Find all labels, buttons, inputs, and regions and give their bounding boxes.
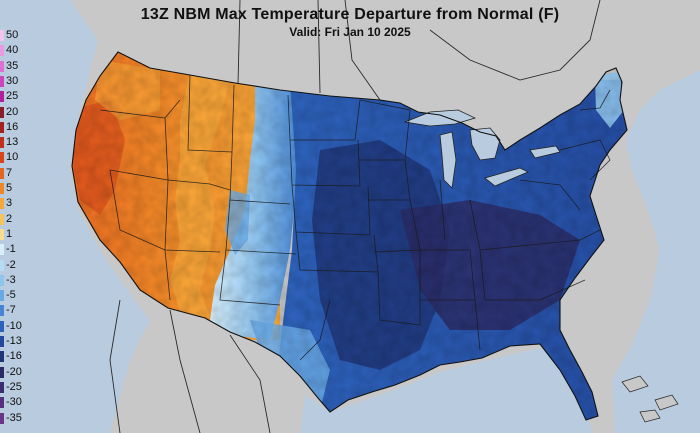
legend-label: 16 [6,120,19,133]
legend-label: 1 [6,227,13,240]
legend-label: 40 [6,44,19,57]
lake-huron [469,127,501,161]
legend-entry: -3 [0,273,34,286]
atlantic-ocean [560,0,700,433]
legend-entry: -7 [0,304,34,317]
legend-label: -2 [6,258,16,271]
legend-entry: -16 [0,350,34,363]
legend-swatch [0,320,4,332]
legend-swatch [0,244,4,256]
legend-swatch [0,121,4,133]
legend-entry: -20 [0,365,34,378]
lake-michigan [439,131,457,189]
bahamas-islands [621,375,679,423]
legend-swatch [0,30,4,41]
legend-label: -20 [6,365,22,378]
legend-label: 20 [6,105,19,118]
legend-label: -16 [6,350,22,363]
legend-label: 3 [6,197,13,210]
legend-entry: -30 [0,396,34,409]
color-legend: 50 40 35 30 25 20 16 13 10 7 5 3 2 1 -1 -2 -3 -5 -7 -10 -13 -… [0,29,34,433]
us-outline [71,51,628,421]
legend-entry: 7 [0,166,34,179]
legend-label: 7 [6,166,13,179]
legend-label: 50 [6,29,19,41]
legend-swatch [0,259,4,271]
legend-swatch [0,397,4,409]
legend-swatch [0,198,4,210]
legend-entry: -5 [0,289,34,302]
legend-swatch [0,274,4,286]
legend-label: 2 [6,212,13,225]
legend-entry: -1 [0,243,34,256]
legend-label: -10 [6,319,22,332]
legend-label: 25 [6,90,19,103]
legend-entry: 50 [0,29,34,41]
legend-entry: -35 [0,411,34,424]
legend-label: 30 [6,74,19,87]
legend-entry: 20 [0,105,34,118]
legend-label: -35 [6,411,22,424]
legend-entry: 25 [0,90,34,103]
legend-entry: -2 [0,258,34,271]
legend-swatch [0,336,4,347]
legend-label: 10 [6,151,19,164]
gulf-of-mexico [300,348,592,433]
temperature-field [72,52,627,420]
legend-label: -7 [6,304,16,317]
legend-swatch [0,228,4,240]
legend-label: -13 [6,335,22,347]
legend-entry: -13 [0,335,34,347]
legend-entry: 1 [0,227,34,240]
legend-label: 35 [6,59,19,72]
legend-entry: -25 [0,380,34,393]
legend-swatch [0,60,4,72]
legend-entry: 16 [0,120,34,133]
legend-swatch [0,152,4,164]
legend-entry: 13 [0,136,34,149]
legend-swatch [0,167,4,179]
legend-swatch [0,381,4,393]
legend-entry: 10 [0,151,34,164]
legend-swatch [0,351,4,363]
legend-swatch [0,412,4,424]
legend-entry: 35 [0,59,34,72]
legend-label: -3 [6,273,16,286]
legend-swatch [0,91,4,103]
legend-entry: 30 [0,74,34,87]
legend-swatch [0,75,4,87]
legend-swatch [0,45,4,57]
legend-swatch [0,183,4,194]
legend-swatch [0,290,4,302]
lake-erie [484,167,529,187]
pacific-ocean [0,0,150,433]
legend-swatch [0,106,4,118]
legend-label: -25 [6,380,22,393]
legend-label: 5 [6,182,13,194]
lake-ontario [529,145,561,159]
great-lakes [403,109,561,189]
legend-swatch [0,366,4,378]
legend-swatch [0,213,4,225]
lake-superior [403,109,477,127]
legend-swatch [0,137,4,149]
state-boundaries [99,74,611,361]
outside-boundaries [109,0,601,433]
legend-label: 13 [6,136,19,149]
legend-swatch [0,305,4,317]
legend-entry: 40 [0,44,34,57]
legend-label: -30 [6,396,22,409]
legend-entry: 2 [0,212,34,225]
legend-entry: 5 [0,182,34,194]
legend-entry: 3 [0,197,34,210]
legend-entry: -10 [0,319,34,332]
legend-label: -5 [6,289,16,302]
legend-label: -1 [6,243,16,256]
